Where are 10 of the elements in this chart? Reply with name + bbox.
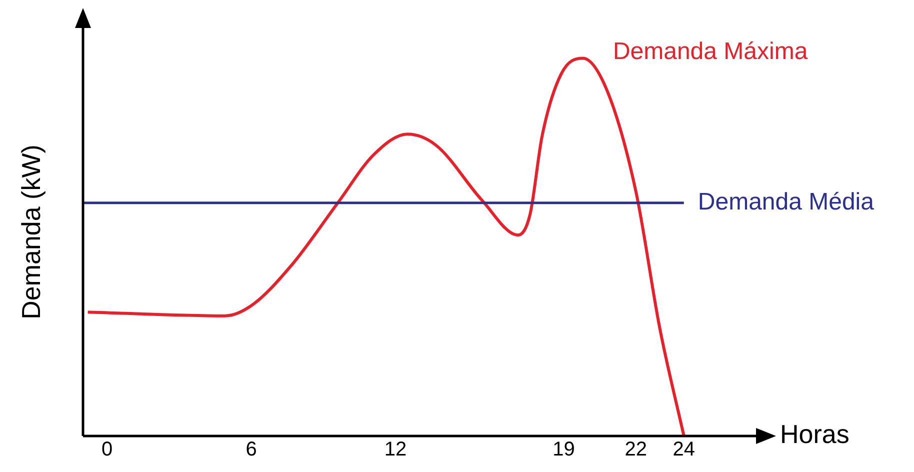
x-tick-label: 22	[624, 438, 647, 461]
x-tick-label: 6	[246, 438, 257, 461]
x-tick-label: 19	[552, 438, 575, 461]
series-label: Demanda Máxima	[612, 38, 808, 65]
x-tick-label: 0	[101, 438, 113, 461]
ref-line-label: Demanda Média	[698, 188, 875, 216]
x-tick-label: 12	[384, 438, 407, 461]
y-axis-title: Demanda (kW)	[16, 144, 46, 320]
x-axis-title: Horas	[780, 419, 850, 450]
x-tick-label: 24	[672, 438, 696, 461]
